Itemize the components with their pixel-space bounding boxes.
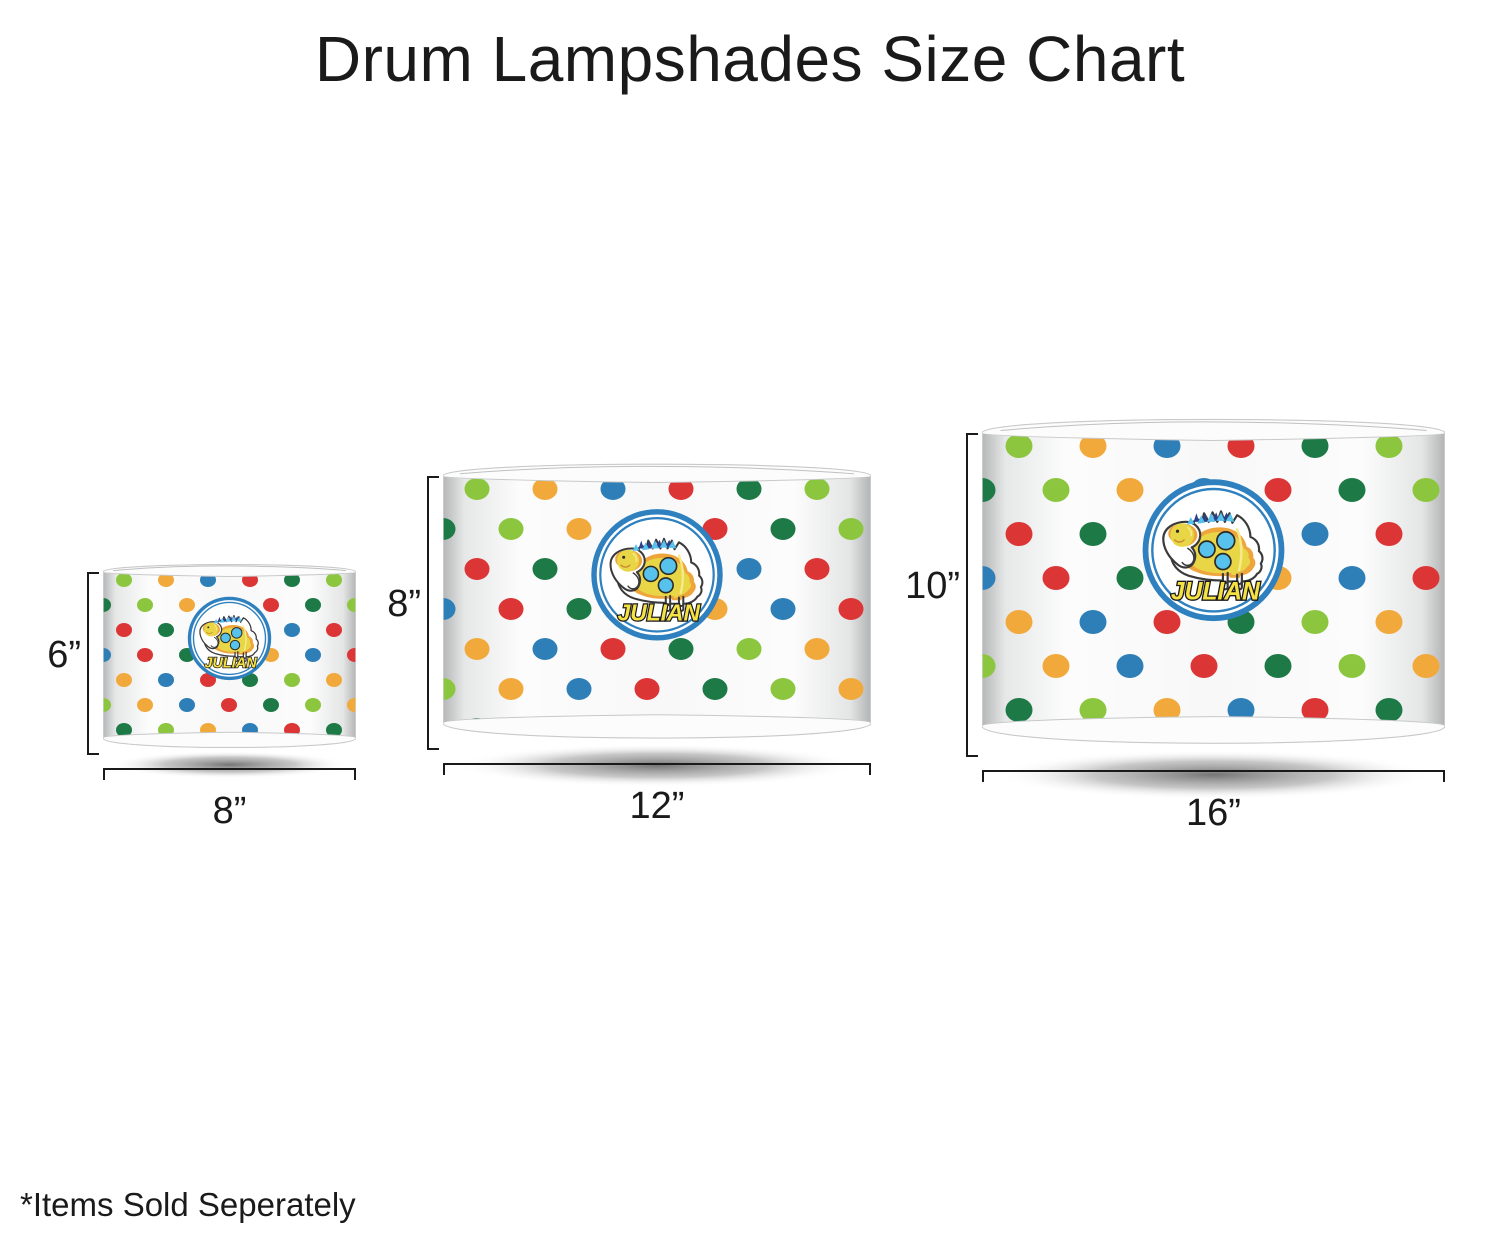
svg-text:JULIAN: JULIAN [204,655,257,671]
svg-text:JULIAN: JULIAN [618,599,701,625]
svg-text:JULIAN: JULIAN [1171,578,1261,605]
